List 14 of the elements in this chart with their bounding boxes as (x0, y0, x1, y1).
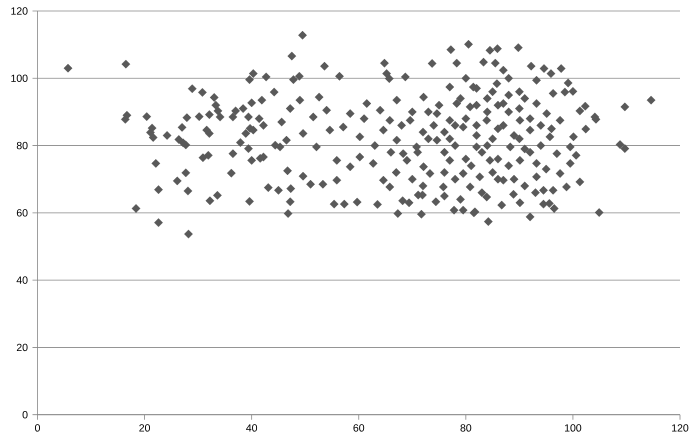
x-tick-label: 20 (139, 424, 150, 432)
y-tick-label: 60 (16, 209, 28, 217)
x-tick-label: 0 (35, 424, 40, 432)
y-tick-label: 120 (11, 7, 28, 15)
y-tick-label: 100 (11, 74, 28, 82)
y-tick-label: 40 (16, 276, 28, 284)
x-tick-label: 100 (564, 424, 582, 432)
y-tick-label: 0 (22, 411, 28, 418)
y-tick-label: 80 (16, 142, 28, 150)
x-tick-label: 40 (246, 424, 258, 432)
y-tick-label: 20 (16, 344, 28, 352)
x-tick-label: 120 (672, 424, 688, 432)
x-tick-label: 60 (353, 424, 364, 432)
x-tick-label: 80 (460, 424, 472, 432)
